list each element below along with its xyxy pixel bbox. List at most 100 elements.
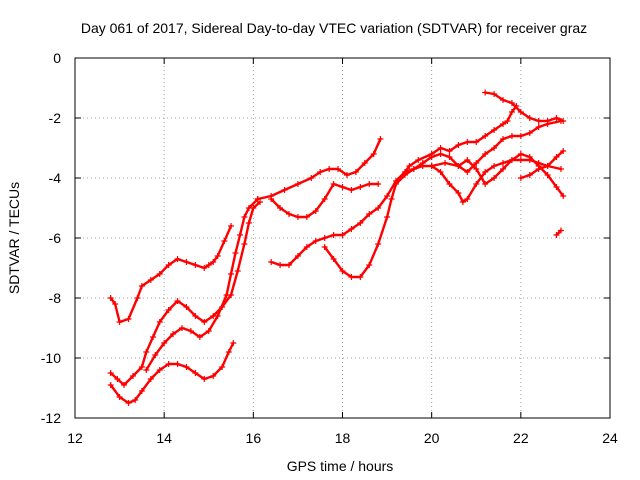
data-point xyxy=(500,166,506,172)
data-point xyxy=(500,160,506,166)
data-point xyxy=(312,208,319,214)
y-tick-label: -8 xyxy=(49,290,62,306)
data-point xyxy=(294,253,301,259)
data-point xyxy=(116,394,123,400)
series-trace xyxy=(109,200,262,387)
data-point xyxy=(384,214,391,220)
data-point xyxy=(230,340,237,346)
data-point xyxy=(225,349,232,355)
data-point xyxy=(343,172,350,178)
data-point xyxy=(138,283,145,289)
data-point xyxy=(268,259,275,265)
data-point xyxy=(210,259,217,265)
data-point xyxy=(491,163,498,169)
data-point xyxy=(112,301,119,307)
data-point xyxy=(281,187,288,193)
data-point xyxy=(473,181,480,187)
data-point xyxy=(517,133,524,139)
x-tick-label: 22 xyxy=(513,430,529,446)
series-2 xyxy=(107,199,264,388)
x-tick-label: 12 xyxy=(67,430,83,446)
data-point xyxy=(245,220,252,226)
series-9 xyxy=(397,103,520,181)
plot-frame xyxy=(74,57,611,419)
series-trace xyxy=(145,197,259,372)
data-point xyxy=(201,376,208,382)
data-point xyxy=(165,361,172,367)
data-point xyxy=(553,232,560,238)
data-point xyxy=(410,166,417,172)
data-point xyxy=(210,373,217,379)
data-point xyxy=(560,148,567,154)
data-point xyxy=(455,190,462,196)
data-point xyxy=(277,205,284,211)
data-point xyxy=(482,151,489,157)
data-point xyxy=(517,151,524,157)
series-13 xyxy=(553,227,564,238)
data-point xyxy=(339,184,346,190)
data-point xyxy=(183,304,190,310)
data-point xyxy=(339,232,346,238)
data-point xyxy=(482,181,489,187)
data-point xyxy=(330,256,337,262)
data-point xyxy=(234,268,241,274)
data-point xyxy=(221,238,228,244)
data-point xyxy=(491,145,498,151)
data-point xyxy=(121,382,128,388)
data-point xyxy=(384,193,391,199)
data-point xyxy=(526,115,533,121)
data-point xyxy=(464,196,471,202)
y-tick-label: 0 xyxy=(53,50,61,66)
data-point xyxy=(241,214,248,220)
data-point xyxy=(150,334,157,340)
data-point xyxy=(508,133,515,139)
data-point xyxy=(446,154,453,160)
data-point xyxy=(366,181,373,187)
data-point xyxy=(517,157,524,163)
data-point xyxy=(303,214,310,220)
data-point xyxy=(107,382,114,388)
y-tick-label: -6 xyxy=(49,230,62,246)
data-point xyxy=(170,331,177,337)
data-point xyxy=(473,160,480,166)
data-point xyxy=(508,109,515,115)
series-trace xyxy=(555,229,563,237)
data-point xyxy=(147,376,154,382)
series-trace xyxy=(484,91,565,123)
data-point xyxy=(174,256,181,262)
data-point xyxy=(388,196,395,202)
data-point xyxy=(348,274,355,280)
data-point xyxy=(132,397,139,403)
data-point xyxy=(219,364,226,370)
data-point xyxy=(107,370,114,376)
y-tick-label: -2 xyxy=(49,110,62,126)
series-trace xyxy=(323,119,563,279)
data-point xyxy=(459,199,466,205)
data-point xyxy=(482,133,489,139)
data-point xyxy=(517,109,524,115)
data-point xyxy=(500,121,506,127)
data-point xyxy=(294,181,301,187)
data-point xyxy=(205,328,212,334)
data-point xyxy=(428,151,435,157)
data-point xyxy=(377,136,384,142)
series-6 xyxy=(268,181,382,220)
data-point xyxy=(437,145,444,151)
data-point xyxy=(330,181,337,187)
data-series xyxy=(107,89,567,406)
data-point xyxy=(308,175,315,181)
data-point xyxy=(464,157,471,163)
series-12 xyxy=(517,148,567,181)
data-point xyxy=(317,169,324,175)
data-point xyxy=(326,166,333,172)
data-point xyxy=(393,181,399,187)
data-point xyxy=(129,373,136,379)
data-point xyxy=(491,127,498,133)
data-point xyxy=(544,163,551,169)
data-point xyxy=(125,400,132,406)
data-point xyxy=(544,118,551,124)
data-point xyxy=(375,181,382,187)
data-point xyxy=(156,319,163,325)
data-point xyxy=(370,151,377,157)
data-point xyxy=(415,157,422,163)
